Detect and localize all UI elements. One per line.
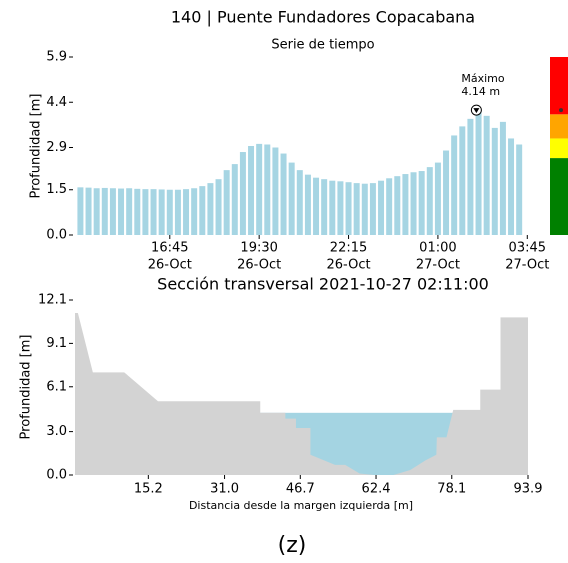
bar [272,147,279,235]
bar [459,126,466,235]
caption: (z) [278,533,307,558]
bar [280,153,287,235]
bar [402,174,409,235]
bar [418,171,425,235]
y-tick-label: 0.0 [46,228,67,243]
x-tick-label: 27-Oct [416,258,460,273]
bar [183,189,190,235]
bar [77,187,84,235]
bar [304,174,311,235]
y-tick-label: 5.9 [46,50,67,65]
bar [516,144,523,235]
bar [264,144,271,235]
level-band [550,158,568,235]
bar [508,138,515,235]
bar [426,167,433,235]
x-tick-label: 03:45 [509,241,546,256]
chart-subtitle: Serie de tiempo [271,38,374,53]
bar [150,189,157,235]
x-axis-label: Distancia desde la margen izquierda [m] [189,499,413,512]
x-tick-label: 19:30 [240,241,277,256]
bar [126,188,133,235]
x-tick-label: 31.0 [210,482,239,497]
bar [134,188,141,235]
bar [386,178,393,235]
bar [443,150,450,235]
bar [491,127,498,235]
x-tick-label: 16:45 [151,241,188,256]
bar [378,180,385,235]
x-tick-label: 22:15 [330,241,367,256]
bar [451,135,458,235]
level-band [550,57,568,115]
x-tick-label: 78.1 [437,482,466,497]
bar [369,183,376,235]
y-tick-label: 1.5 [46,182,67,197]
terrain [75,313,528,475]
level-dot [559,108,563,113]
annotation-value: 4.14 m [461,85,500,98]
bar [248,146,255,235]
x-tick-label: 26-Oct [237,258,281,273]
bar [313,177,320,235]
bar [93,188,100,235]
bar [329,180,336,235]
bar [231,164,238,235]
x-tick-label: 15.2 [134,482,163,497]
y-tick-label: 9.1 [46,336,67,351]
bar [499,121,506,235]
bar [174,189,181,235]
bar [483,115,490,235]
bar [353,183,360,235]
bar [199,186,206,235]
x-tick-label: 01:00 [419,241,456,256]
bar [85,187,92,235]
y-tick-label: 4.4 [46,95,67,110]
bar [191,188,198,235]
bar [256,143,263,235]
bar [142,189,149,235]
bar [337,181,344,235]
bar [109,188,116,235]
bar [166,189,173,235]
bar [207,183,214,235]
bar [101,187,108,235]
bar [475,110,482,235]
x-tick-label: 46.7 [286,482,315,497]
y-tick-label: 12.1 [38,293,67,308]
level-band [550,138,568,159]
y-axis-label: Profundidad [m] [19,335,34,440]
x-tick-label: 27-Oct [505,258,549,273]
x-tick-label: 93.9 [514,482,543,497]
y-tick-label: 2.9 [46,140,67,155]
bar [215,179,222,235]
x-tick-label: 26-Oct [327,258,371,273]
bar [394,176,401,235]
bar [410,172,417,235]
bar [223,170,230,235]
chart-title: Sección transversal 2021-10-27 02:11:00 [157,275,489,294]
bar [361,183,368,235]
bar [239,152,246,235]
chart-title: 140 | Puente Fundadores Copacabana [171,8,475,27]
bar [288,162,295,235]
y-tick-label: 3.0 [46,424,67,439]
bar [158,189,165,235]
y-tick-label: 0.0 [46,468,67,483]
x-tick-label: 26-Oct [148,258,192,273]
bar [321,179,328,235]
bar [434,162,441,235]
annotation-label: Máximo [461,72,505,85]
y-axis-label: Profundidad [m] [29,94,44,199]
max-marker-arrow [473,108,480,114]
x-tick-label: 62.4 [362,482,391,497]
bar [118,188,125,235]
bar [345,182,352,235]
bar [296,170,303,235]
level-band [550,114,568,139]
y-tick-label: 6.1 [46,379,67,394]
bar [467,118,474,235]
